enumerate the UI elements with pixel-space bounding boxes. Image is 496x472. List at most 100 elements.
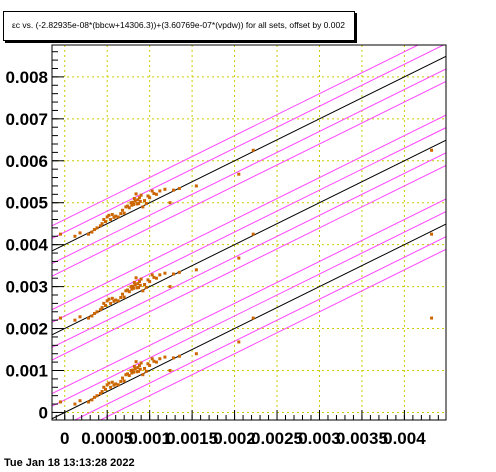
data-point <box>137 369 141 373</box>
y-tick-label: 0.005 <box>5 194 48 213</box>
data-point <box>130 203 134 207</box>
data-point <box>132 280 136 284</box>
data-point <box>152 359 156 363</box>
band-line <box>52 114 446 311</box>
data-point <box>237 256 241 260</box>
data-point <box>112 383 116 387</box>
data-point <box>105 383 109 387</box>
data-point <box>103 220 107 224</box>
data-point <box>141 373 145 377</box>
data-point <box>146 362 150 366</box>
data-point <box>237 340 241 344</box>
data-point <box>144 285 148 289</box>
y-tick-label: 0.007 <box>5 110 48 129</box>
band-line <box>52 45 445 239</box>
data-point <box>194 268 198 272</box>
data-point <box>141 289 145 293</box>
data-point <box>152 275 156 279</box>
data-point <box>138 199 142 203</box>
data-point <box>251 316 255 320</box>
data-point <box>143 283 147 287</box>
data-point <box>120 208 124 212</box>
fit-line <box>52 223 446 420</box>
data-point <box>131 368 135 372</box>
axes: 0 0.00050.0010.00150.0020.00250.0030.0035… <box>5 51 439 448</box>
data-point <box>95 226 99 230</box>
data-point <box>237 172 241 176</box>
data-point <box>150 189 154 193</box>
data-point <box>129 285 133 289</box>
data-point <box>129 201 133 205</box>
data-point <box>116 299 120 303</box>
data-point <box>132 202 136 206</box>
data-point <box>137 196 141 200</box>
data-point <box>177 354 181 358</box>
data-point <box>100 222 104 226</box>
y-tick-label: 0.008 <box>5 68 48 87</box>
data-point <box>119 212 123 216</box>
data-point <box>158 189 162 193</box>
data-point <box>98 392 102 396</box>
data-point <box>126 372 130 376</box>
x-tick-label: 0.0005 <box>81 429 133 448</box>
y-tick-label: 0.001 <box>5 362 48 381</box>
y-tick-label: 0.002 <box>5 320 48 339</box>
data-point <box>137 280 141 284</box>
data-point <box>103 387 107 391</box>
data-point <box>194 352 198 356</box>
data-point <box>150 357 154 361</box>
data-point <box>58 316 62 320</box>
data-point <box>124 373 128 377</box>
data-point <box>107 297 111 301</box>
title-box: εc vs. (-2.82935e-08*(bbcw+14306.3))+(3.… <box>3 11 355 41</box>
data-point <box>163 271 167 275</box>
data-point <box>73 318 77 322</box>
fit-line <box>52 55 446 252</box>
grid-lines <box>52 45 446 420</box>
data-point <box>109 385 113 389</box>
data-point <box>112 299 116 303</box>
data-point <box>130 287 134 291</box>
data-point <box>105 215 109 219</box>
data-point <box>163 355 167 359</box>
data-point <box>168 285 172 289</box>
x-tick-label: 0.0025 <box>251 429 303 448</box>
y-tick-label: 0.006 <box>5 152 48 171</box>
data-point <box>136 282 140 286</box>
data-point <box>146 194 150 198</box>
data-point <box>109 217 113 221</box>
data-point <box>98 224 102 228</box>
data-point <box>168 369 172 373</box>
data-point <box>133 283 137 287</box>
data-point <box>136 366 140 370</box>
data-point <box>119 296 123 300</box>
data-point <box>105 299 109 303</box>
x-tick-label: 0.0035 <box>336 429 388 448</box>
band-line <box>52 81 446 277</box>
band-line <box>52 45 420 227</box>
data-point <box>87 232 91 236</box>
data-point <box>87 400 91 404</box>
data-point <box>127 290 131 294</box>
data-point <box>144 202 148 206</box>
data-point <box>148 280 152 284</box>
data-point <box>137 285 141 289</box>
data-point <box>430 316 434 320</box>
data-point <box>135 370 139 374</box>
data-point <box>114 214 118 218</box>
data-point <box>73 234 77 238</box>
band-line <box>52 127 446 323</box>
data-point <box>134 192 138 196</box>
data-point <box>122 295 126 299</box>
data-point <box>92 395 96 399</box>
data-point <box>78 231 82 235</box>
data-point <box>148 196 152 200</box>
data-point <box>87 316 91 320</box>
data-point <box>126 288 130 292</box>
plot-frame <box>51 44 447 421</box>
data-point <box>127 206 131 210</box>
data-point <box>430 148 434 152</box>
data-point <box>116 383 120 387</box>
data-point <box>92 228 96 232</box>
data-point <box>135 286 139 290</box>
